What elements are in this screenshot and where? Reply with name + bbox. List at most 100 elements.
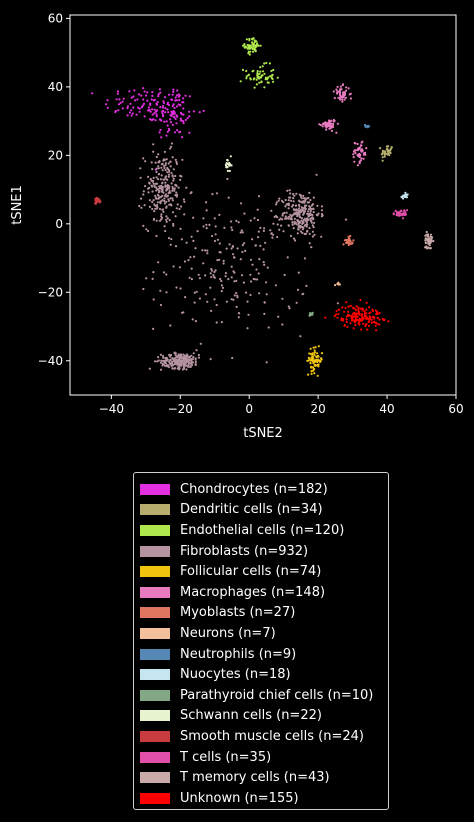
data-point	[178, 360, 181, 363]
data-point	[193, 255, 196, 258]
data-point	[159, 303, 162, 307]
data-point	[165, 158, 168, 161]
data-point	[155, 103, 158, 106]
y-tick-label: 20	[48, 148, 63, 162]
data-point	[344, 306, 347, 310]
data-point	[402, 217, 405, 220]
data-point	[272, 233, 275, 236]
data-point	[281, 297, 284, 300]
data-point	[168, 170, 171, 173]
data-point	[370, 318, 373, 321]
data-point	[359, 159, 362, 162]
data-point	[174, 359, 177, 362]
data-point	[197, 353, 200, 357]
data-point	[297, 199, 301, 202]
data-point	[245, 77, 248, 80]
data-point	[130, 96, 133, 99]
data-point	[166, 171, 169, 174]
data-point	[374, 324, 377, 327]
legend-entry: Dendritic cells (n=34)	[140, 500, 388, 521]
data-point	[337, 313, 340, 316]
data-point	[138, 204, 141, 208]
data-point	[158, 185, 161, 188]
data-point	[151, 180, 154, 183]
data-point	[152, 118, 155, 121]
data-point	[162, 115, 165, 118]
data-point	[361, 316, 364, 319]
data-point	[152, 182, 155, 185]
data-point	[293, 194, 296, 197]
data-point	[231, 356, 234, 360]
data-point	[330, 129, 334, 132]
data-point	[174, 96, 177, 99]
x-tick-label: −40	[99, 402, 124, 416]
data-point	[240, 274, 244, 277]
data-point	[185, 241, 188, 244]
data-point	[163, 166, 166, 170]
data-point	[259, 66, 262, 69]
data-point	[336, 91, 339, 94]
data-point	[205, 223, 208, 226]
data-point	[163, 194, 167, 197]
data-point	[201, 249, 204, 252]
data-point	[155, 234, 158, 238]
data-point	[179, 355, 182, 358]
legend-label: Parathyroid chief cells (n=10)	[180, 687, 374, 703]
y-tick-label: 60	[48, 11, 63, 25]
data-point	[429, 233, 432, 236]
data-point	[147, 106, 150, 109]
data-point	[165, 218, 168, 221]
data-point	[166, 358, 169, 361]
data-point	[271, 236, 274, 239]
data-point	[317, 345, 320, 348]
data-point	[139, 176, 142, 179]
data-point	[161, 187, 164, 191]
data-point	[296, 232, 299, 235]
legend-label: T memory cells (n=43)	[180, 770, 330, 786]
data-point	[305, 204, 308, 207]
data-point	[301, 200, 304, 203]
data-point	[291, 223, 294, 226]
data-point	[293, 237, 296, 240]
data-point	[171, 197, 174, 200]
data-point	[167, 162, 170, 165]
data-point	[206, 300, 209, 303]
data-point	[143, 115, 146, 118]
data-point	[171, 123, 174, 126]
data-point	[176, 362, 179, 365]
data-point	[142, 98, 145, 101]
data-point	[379, 147, 382, 150]
data-point	[192, 356, 195, 359]
data-point	[157, 194, 160, 197]
data-point	[286, 189, 289, 192]
data-point	[159, 128, 162, 131]
data-point	[280, 199, 284, 202]
data-point	[341, 306, 344, 309]
data-point	[128, 111, 131, 114]
data-point	[287, 207, 290, 210]
data-point	[249, 77, 252, 80]
data-point	[190, 359, 193, 362]
data-point	[311, 213, 314, 217]
data-point	[348, 237, 351, 240]
data-point	[174, 361, 177, 364]
data-point	[289, 234, 293, 238]
data-point	[308, 242, 311, 245]
data-point	[255, 268, 258, 271]
data-point	[188, 365, 191, 368]
data-point	[209, 358, 212, 361]
data-point	[117, 109, 120, 112]
data-point	[265, 61, 268, 65]
data-point	[210, 276, 213, 279]
data-point	[303, 200, 307, 203]
data-point	[368, 306, 371, 309]
data-point	[142, 287, 145, 291]
data-point	[324, 121, 327, 124]
data-point	[161, 105, 165, 108]
data-point	[258, 292, 261, 295]
data-point	[264, 76, 267, 79]
data-point	[176, 203, 179, 206]
data-point	[347, 310, 350, 313]
data-point	[182, 97, 185, 100]
legend: Chondrocytes (n=182) Dendritic cells (n=3…	[133, 472, 389, 810]
